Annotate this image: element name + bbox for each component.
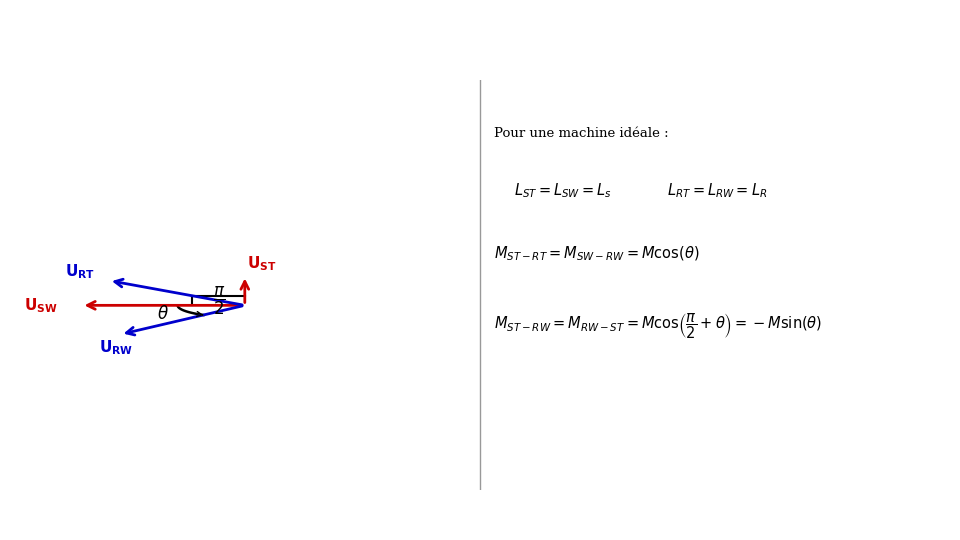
Text: Pour une machine idéale :: Pour une machine idéale : xyxy=(494,127,669,140)
Text: $M_{ST-RT} = M_{SW-RW} = M \cos(\theta)$: $M_{ST-RT} = M_{SW-RW} = M \cos(\theta)$ xyxy=(494,245,700,264)
Text: Modèle biphasé de la machine généralisée: Modèle biphasé de la machine généralisée xyxy=(545,39,895,54)
Text: Machine électrique généralisée dans le repère naturel: Machine électrique généralisée dans le r… xyxy=(24,39,472,54)
Text: $L_{ST} = L_{SW} = L_s \qquad\qquad L_{RT} = L_{RW} = L_R$: $L_{ST} = L_{SW} = L_s \qquad\qquad L_{R… xyxy=(514,181,767,200)
Text: $\theta$: $\theta$ xyxy=(157,305,169,323)
Text: http://ch-rahmoune.univ-boumerdes.dz/: http://ch-rahmoune.univ-boumerdes.dz/ xyxy=(84,508,396,522)
Text: Modélisation - Dr Rahmoue Chemseddine: Modélisation - Dr Rahmoue Chemseddine xyxy=(557,508,883,522)
Text: $M_{ST-RW} = M_{RW-ST} = M \cos\!\left(\dfrac{\pi}{2}+\theta\right) = -M \sin(\t: $M_{ST-RW} = M_{RW-ST} = M \cos\!\left(\… xyxy=(494,311,823,341)
Text: $\mathbf{U_{RT}}$: $\mathbf{U_{RT}}$ xyxy=(65,262,95,281)
Text: $\mathbf{U_{RW}}$: $\mathbf{U_{RW}}$ xyxy=(99,338,132,357)
Text: $\mathbf{U_{ST}}$: $\mathbf{U_{ST}}$ xyxy=(248,254,276,273)
Text: $\mathbf{U_{SW}}$: $\mathbf{U_{SW}}$ xyxy=(24,296,59,315)
Text: $\dfrac{\pi}{2}$: $\dfrac{\pi}{2}$ xyxy=(213,285,226,316)
